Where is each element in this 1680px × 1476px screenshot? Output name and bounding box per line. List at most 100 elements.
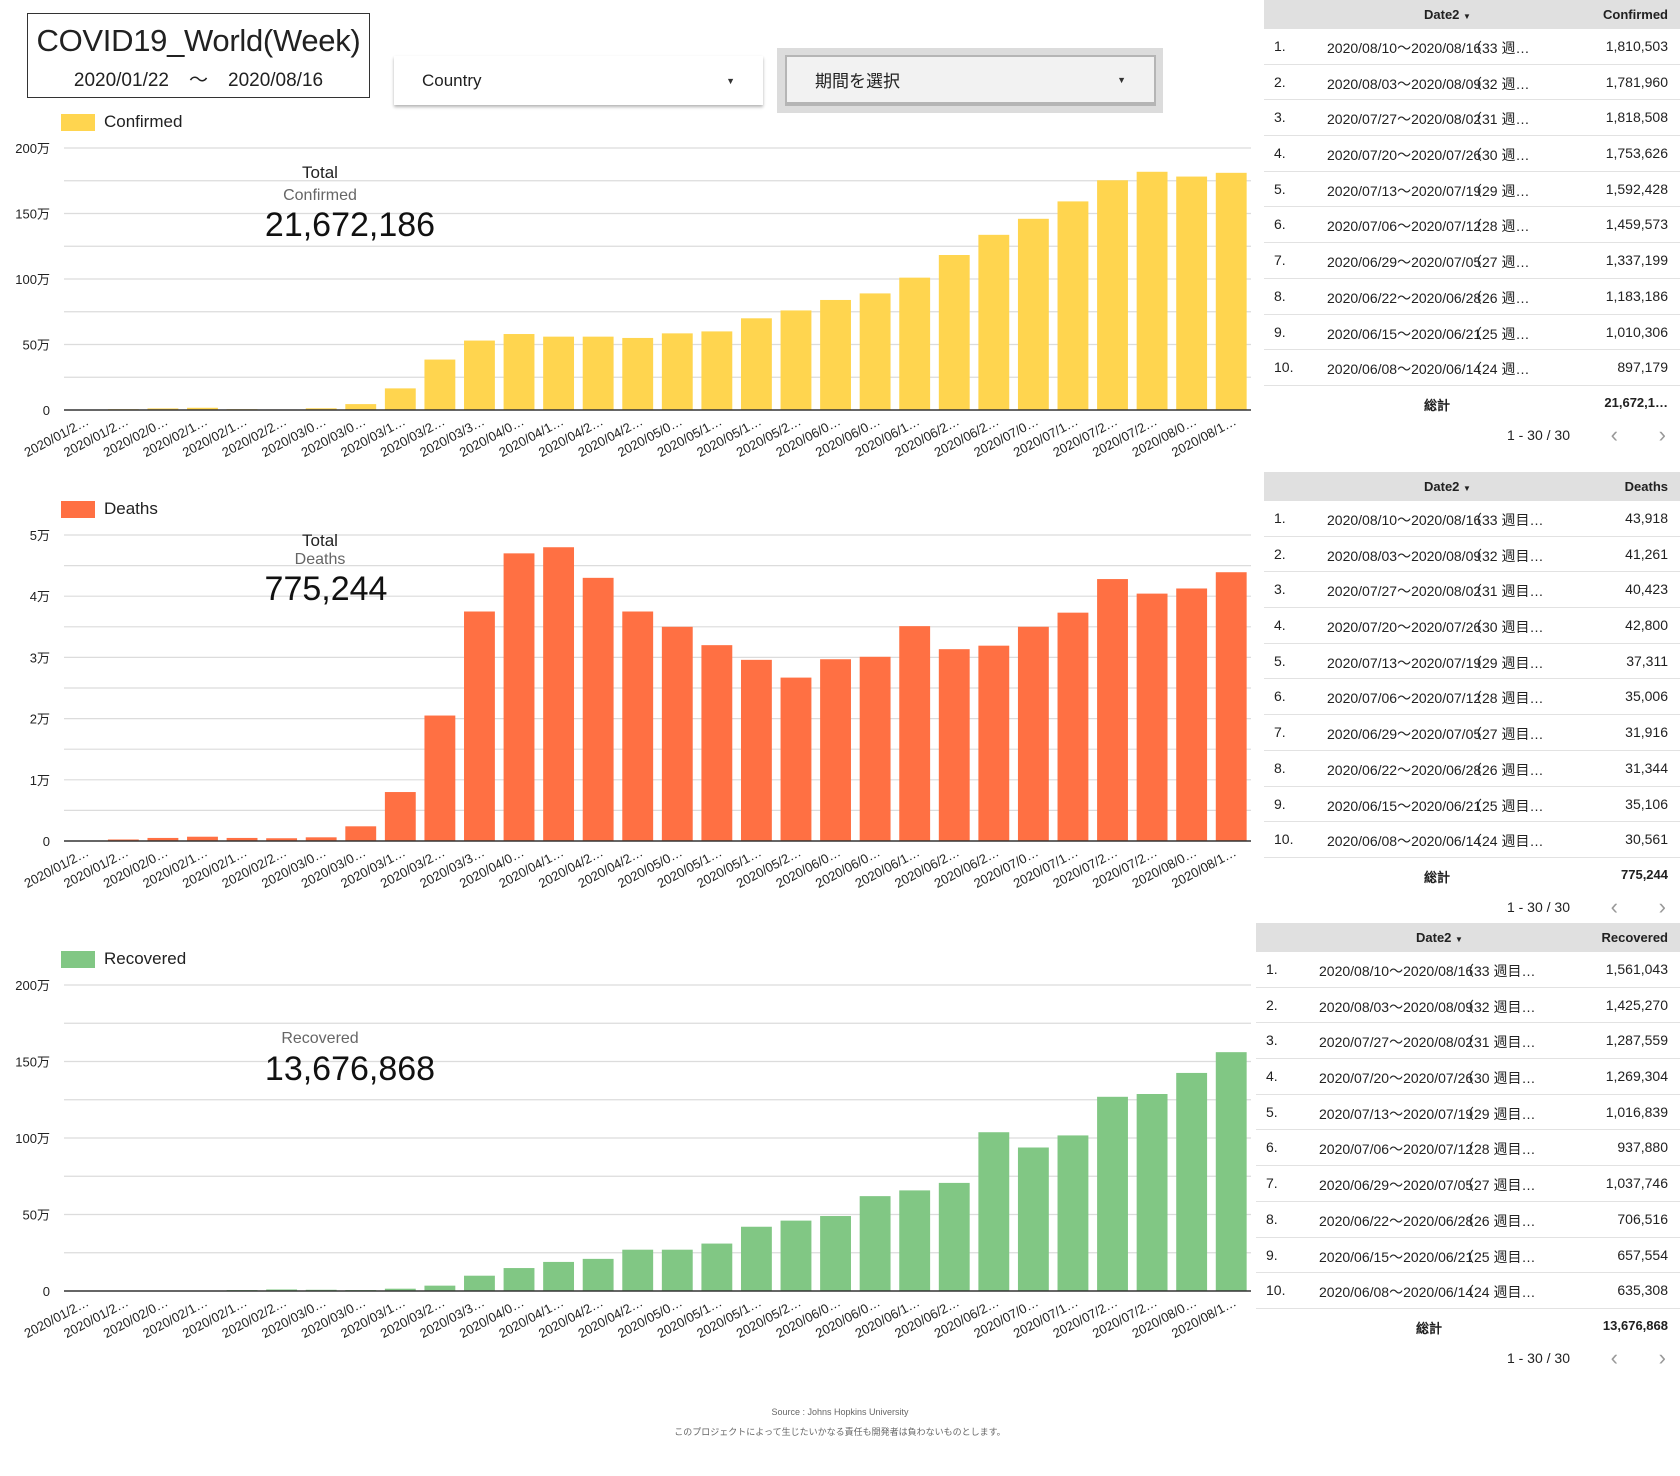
- bar[interactable]: [978, 234, 1010, 410]
- bar[interactable]: [503, 334, 535, 410]
- bar[interactable]: [1136, 171, 1168, 410]
- bar[interactable]: [1176, 176, 1208, 410]
- bar[interactable]: [384, 792, 416, 841]
- bar[interactable]: [661, 333, 693, 410]
- bar[interactable]: [780, 677, 812, 841]
- column-header-value[interactable]: Recovered: [1601, 930, 1668, 945]
- country-filter-dropdown[interactable]: Country ▼: [394, 56, 763, 105]
- bar[interactable]: [1176, 1072, 1208, 1291]
- table-row[interactable]: 10. 2020/06/08〜2020/06/14 （24 週… 897,179: [1264, 350, 1680, 386]
- table-row[interactable]: 7. 2020/06/29〜2020/07/05 （27 週… 1,337,199: [1264, 243, 1680, 279]
- bar[interactable]: [938, 1182, 970, 1291]
- bar[interactable]: [978, 1132, 1010, 1291]
- bar[interactable]: [1057, 1135, 1089, 1291]
- bar[interactable]: [543, 336, 575, 410]
- bar[interactable]: [1057, 201, 1089, 410]
- bar[interactable]: [464, 340, 495, 410]
- bar[interactable]: [424, 715, 456, 841]
- prev-page-icon[interactable]: ‹: [1610, 421, 1618, 447]
- column-header-value[interactable]: Deaths: [1624, 479, 1668, 494]
- bar[interactable]: [384, 388, 416, 410]
- bar[interactable]: [820, 659, 851, 841]
- bar[interactable]: [1215, 172, 1247, 410]
- table-row[interactable]: 8. 2020/06/22〜2020/06/28 （26 週目… 706,516: [1256, 1202, 1680, 1238]
- column-header-date2[interactable]: Date2 ▼: [1416, 930, 1463, 945]
- bar[interactable]: [187, 407, 218, 410]
- table-row[interactable]: 3. 2020/07/27〜2020/08/02 （31 週… 1,818,508: [1264, 100, 1680, 137]
- bar[interactable]: [1215, 1052, 1247, 1291]
- table-row[interactable]: 4. 2020/07/20〜2020/07/26 （30 週目… 42,800: [1264, 608, 1680, 644]
- bar[interactable]: [582, 1258, 614, 1291]
- bar[interactable]: [701, 1243, 733, 1291]
- bar[interactable]: [187, 836, 218, 841]
- table-row[interactable]: 3. 2020/07/27〜2020/08/02 （31 週目… 40,423: [1264, 572, 1680, 609]
- bar[interactable]: [107, 839, 139, 841]
- next-page-icon[interactable]: ›: [1658, 421, 1666, 447]
- table-row[interactable]: 1. 2020/08/10〜2020/08/16 （33 週目… 1,561,043: [1256, 952, 1680, 988]
- bar[interactable]: [1215, 572, 1247, 841]
- table-row[interactable]: 10. 2020/06/08〜2020/06/14 （24 週目… 30,561: [1264, 822, 1680, 858]
- bar[interactable]: [266, 838, 298, 841]
- bar[interactable]: [740, 1226, 772, 1291]
- bar[interactable]: [305, 837, 337, 841]
- bar[interactable]: [622, 1249, 654, 1291]
- table-row[interactable]: 7. 2020/06/29〜2020/07/05 （27 週目… 31,916: [1264, 715, 1680, 751]
- bar[interactable]: [859, 656, 891, 841]
- table-row[interactable]: 2. 2020/08/03〜2020/08/09 （32 週目… 1,425,270: [1256, 988, 1680, 1024]
- bar[interactable]: [820, 299, 851, 410]
- table-row[interactable]: 9. 2020/06/15〜2020/06/21 （25 週… 1,010,306: [1264, 315, 1680, 351]
- column-header-date2[interactable]: Date2 ▼: [1424, 479, 1471, 494]
- bar[interactable]: [582, 336, 614, 410]
- bar[interactable]: [622, 611, 654, 842]
- bar[interactable]: [661, 1249, 693, 1291]
- bar[interactable]: [820, 1216, 851, 1291]
- bar[interactable]: [622, 337, 654, 410]
- bar[interactable]: [147, 837, 179, 841]
- table-row[interactable]: 6. 2020/07/06〜2020/07/12 （28 週… 1,459,573: [1264, 207, 1680, 244]
- column-header-value[interactable]: Confirmed: [1603, 7, 1668, 22]
- bar[interactable]: [424, 1285, 456, 1291]
- bar[interactable]: [503, 553, 535, 841]
- table-row[interactable]: 4. 2020/07/20〜2020/07/26 （30 週… 1,753,626: [1264, 136, 1680, 172]
- period-filter-dropdown[interactable]: 期間を選択 ▼: [785, 55, 1156, 106]
- bar[interactable]: [1017, 218, 1049, 410]
- table-row[interactable]: 7. 2020/06/29〜2020/07/05 （27 週目… 1,037,746: [1256, 1166, 1680, 1202]
- bar[interactable]: [938, 255, 970, 410]
- table-row[interactable]: 6. 2020/07/06〜2020/07/12 （28 週目… 937,880: [1256, 1130, 1680, 1167]
- next-page-icon[interactable]: ›: [1658, 893, 1666, 919]
- bar[interactable]: [543, 547, 575, 841]
- bar[interactable]: [1057, 612, 1089, 841]
- column-header-date2[interactable]: Date2 ▼: [1424, 7, 1471, 22]
- bar[interactable]: [899, 1190, 931, 1291]
- table-row[interactable]: 8. 2020/06/22〜2020/06/28 （26 週… 1,183,186: [1264, 279, 1680, 315]
- prev-page-icon[interactable]: ‹: [1610, 1344, 1618, 1370]
- bar[interactable]: [424, 359, 456, 410]
- bar[interactable]: [305, 408, 337, 410]
- bar[interactable]: [701, 645, 733, 841]
- bar[interactable]: [899, 626, 931, 841]
- table-row[interactable]: 1. 2020/08/10〜2020/08/16 （33 週… 1,810,503: [1264, 29, 1680, 65]
- table-row[interactable]: 1. 2020/08/10〜2020/08/16 （33 週目… 43,918: [1264, 501, 1680, 537]
- bar[interactable]: [503, 1268, 535, 1291]
- bar[interactable]: [1176, 588, 1208, 841]
- bar[interactable]: [859, 1196, 891, 1291]
- bar[interactable]: [147, 408, 179, 410]
- table-row[interactable]: 6. 2020/07/06〜2020/07/12 （28 週目… 35,006: [1264, 679, 1680, 716]
- table-row[interactable]: 3. 2020/07/27〜2020/08/02 （31 週目… 1,287,559: [1256, 1023, 1680, 1060]
- table-row[interactable]: 2. 2020/08/03〜2020/08/09 （32 週目… 41,261: [1264, 537, 1680, 573]
- bar[interactable]: [582, 577, 614, 841]
- table-row[interactable]: 5. 2020/07/13〜2020/07/19 （29 週… 1,592,428: [1264, 172, 1680, 208]
- bar[interactable]: [899, 277, 931, 410]
- bar[interactable]: [464, 611, 495, 842]
- table-row[interactable]: 8. 2020/06/22〜2020/06/28 （26 週目… 31,344: [1264, 751, 1680, 787]
- table-row[interactable]: 5. 2020/07/13〜2020/07/19 （29 週目… 37,311: [1264, 644, 1680, 680]
- bar[interactable]: [1017, 626, 1049, 841]
- bar[interactable]: [345, 404, 377, 410]
- bar[interactable]: [1097, 180, 1128, 410]
- bar[interactable]: [978, 645, 1010, 841]
- bar[interactable]: [780, 1220, 812, 1291]
- bar[interactable]: [859, 293, 891, 410]
- table-row[interactable]: 5. 2020/07/13〜2020/07/19 （29 週目… 1,016,839: [1256, 1095, 1680, 1131]
- bar[interactable]: [780, 310, 812, 410]
- bar[interactable]: [1097, 579, 1128, 841]
